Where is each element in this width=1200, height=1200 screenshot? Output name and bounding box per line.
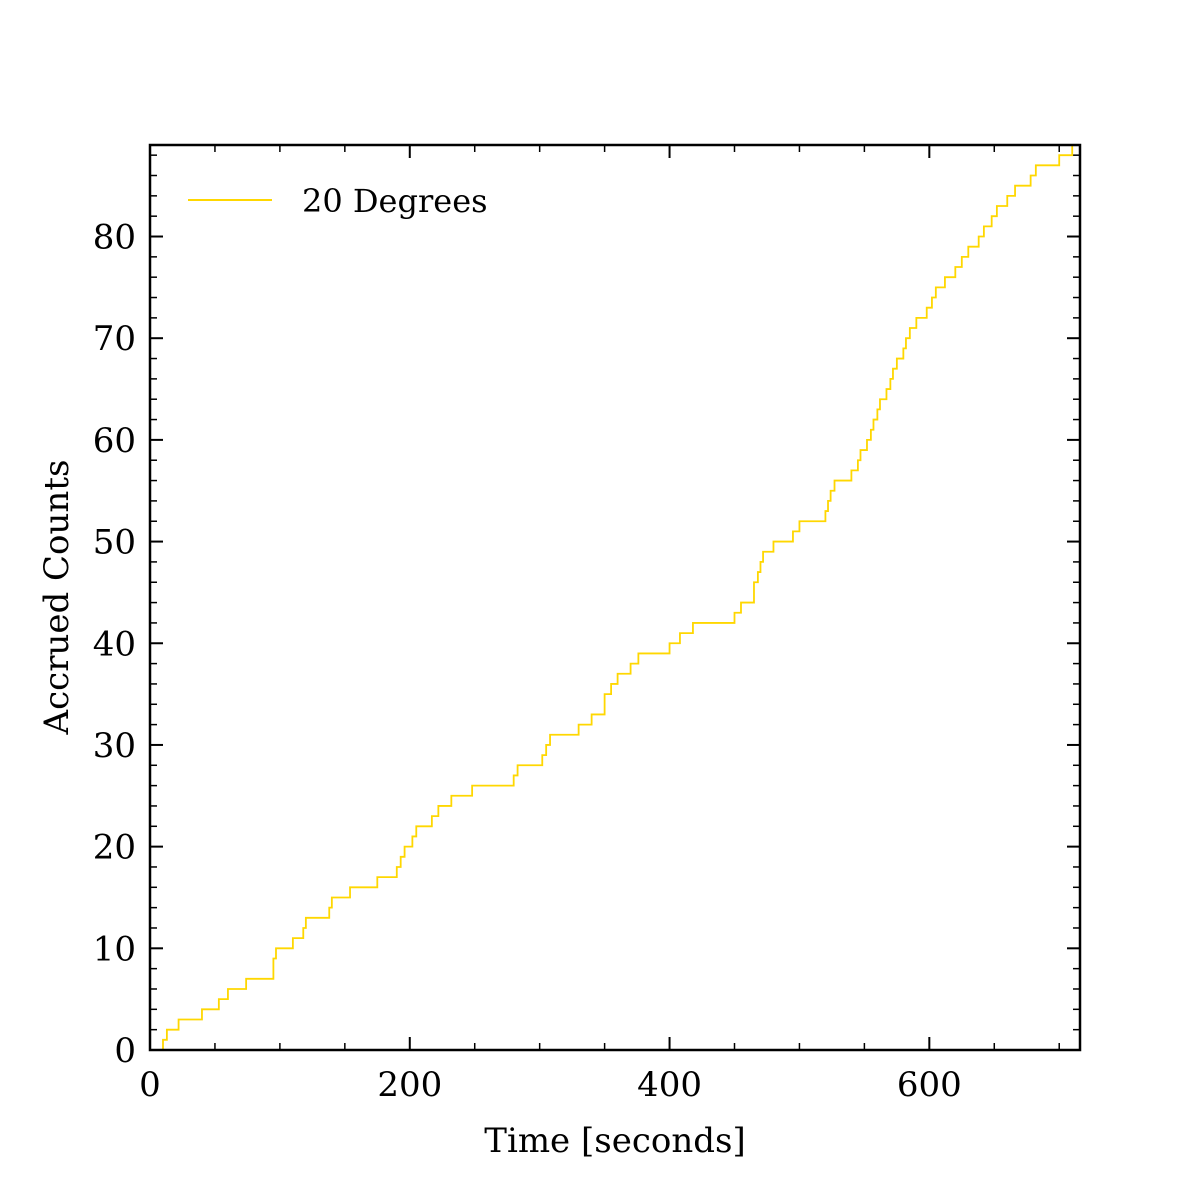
y-axis-ticks: 0 10 20 30 40 50 60 70 80 — [93, 154, 1080, 1071]
y-tick-label: 50 — [93, 523, 136, 563]
x-axis-label: Time [seconds] — [484, 1121, 745, 1161]
x-tick-label: 400 — [637, 1065, 702, 1105]
x-tick-label: 600 — [897, 1065, 962, 1105]
legend: 20 Degrees — [188, 182, 488, 220]
plot-frame — [148, 143, 1082, 1052]
y-tick-label: 60 — [93, 421, 136, 461]
series-line — [162, 144, 1080, 1050]
plot-area — [150, 145, 1080, 1050]
y-tick-label: 10 — [93, 929, 136, 969]
y-tick-label: 40 — [93, 624, 136, 664]
y-axis-label: Accrued Counts — [37, 460, 77, 736]
y-tick-label: 70 — [93, 319, 136, 359]
x-tick-label: 200 — [377, 1065, 442, 1105]
y-tick-label: 80 — [93, 218, 136, 258]
x-tick-label: 0 — [139, 1065, 161, 1105]
series-group — [162, 144, 1080, 1050]
y-tick-label: 0 — [114, 1031, 136, 1071]
legend-label: 20 Degrees — [302, 182, 488, 220]
y-tick-label: 20 — [93, 828, 136, 868]
y-tick-label: 30 — [93, 726, 136, 766]
